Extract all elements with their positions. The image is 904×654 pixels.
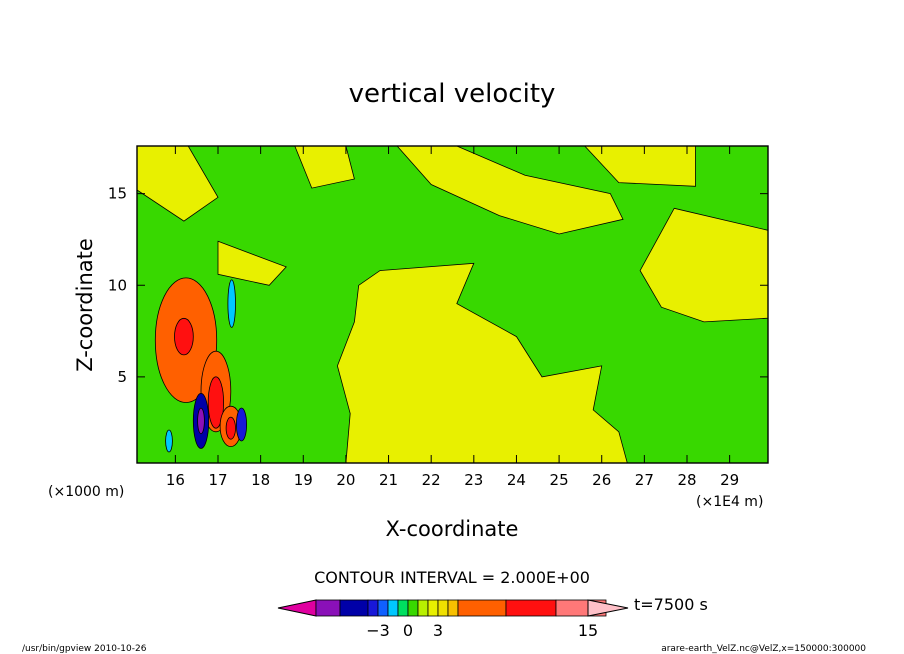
colorbar-swatch [339, 599, 369, 617]
colorbar-tick-labels: −3 0 3 15 [366, 621, 598, 640]
colorbar-arrow-high [587, 599, 629, 617]
y-axis-unit: (×1000 m) [48, 484, 124, 500]
colorbar-swatch [377, 599, 389, 617]
contour-field [137, 146, 768, 463]
x-axis-ticks: 16 17 18 19 20 21 22 23 24 25 26 27 28 29 [166, 146, 739, 489]
x-tick-label: 17 [208, 471, 227, 489]
x-tick-label: 18 [251, 471, 270, 489]
x-tick-label: 19 [294, 471, 313, 489]
footer-right: arare-earth_VelZ.nc@VelZ,x=150000:300000 [661, 644, 866, 654]
colorbar-tick-label: 0 [403, 621, 413, 640]
colorbar-swatch [437, 599, 449, 617]
field-region [584, 146, 696, 187]
y-axis-label: Z-coordinate [73, 238, 97, 372]
colorbar [277, 599, 629, 617]
x-axis-unit: (×1E4 m) [696, 494, 763, 510]
colorbar-swatch [427, 599, 439, 617]
x-tick-label: 16 [166, 471, 185, 489]
colorbar-tick-label: −3 [366, 621, 390, 640]
downdraft-contour [165, 429, 173, 453]
colorbar-swatch [387, 599, 399, 617]
x-tick-label: 26 [592, 471, 611, 489]
colorbar-swatch [397, 599, 409, 617]
colorbar-tick-label: 3 [433, 621, 443, 640]
field-region [217, 240, 287, 286]
y-tick-label: 10 [108, 276, 127, 294]
x-tick-label: 28 [677, 471, 696, 489]
colorbar-arrow-low [277, 599, 317, 617]
updraft-contour [174, 317, 194, 356]
y-axis-ticks: 5 10 15 [108, 185, 768, 386]
colorbar-tick-label: 15 [578, 621, 598, 640]
x-tick-label: 24 [507, 471, 526, 489]
time-label: t=7500 s [634, 595, 708, 614]
x-tick-label: 20 [336, 471, 355, 489]
colorbar-swatch [417, 599, 429, 617]
downdraft-contour [197, 407, 205, 435]
updraft-contour [225, 416, 236, 440]
colorbar-swatch [407, 599, 419, 617]
x-tick-label: 21 [379, 471, 398, 489]
contour-interval-label: CONTOUR INTERVAL = 2.000E+00 [314, 568, 590, 587]
downdraft-contour [227, 279, 236, 328]
field-region [137, 146, 219, 222]
x-tick-label: 23 [464, 471, 483, 489]
field-region [639, 207, 768, 323]
plot-area [137, 146, 768, 463]
field-region [336, 262, 628, 463]
footer-left: /usr/bin/gpview 2010-10-26 [22, 644, 147, 654]
colorbar-swatch [367, 599, 379, 617]
colorbar-swatch [315, 599, 341, 617]
x-tick-label: 29 [720, 471, 739, 489]
downdraft-contour [235, 407, 247, 442]
x-tick-label: 22 [422, 471, 441, 489]
colorbar-swatch [505, 599, 557, 617]
colorbar-swatch [447, 599, 459, 617]
plot-frame [136, 145, 769, 464]
x-axis-label: X-coordinate [386, 517, 519, 541]
updraft-contour [207, 376, 224, 429]
chart-title: vertical velocity [349, 79, 556, 109]
y-tick-label: 15 [108, 185, 127, 203]
colorbar-swatch [457, 599, 507, 617]
field-region [294, 146, 355, 189]
x-tick-label: 27 [635, 471, 654, 489]
field-region [396, 146, 624, 235]
y-tick-label: 5 [117, 368, 127, 386]
x-tick-label: 25 [550, 471, 569, 489]
